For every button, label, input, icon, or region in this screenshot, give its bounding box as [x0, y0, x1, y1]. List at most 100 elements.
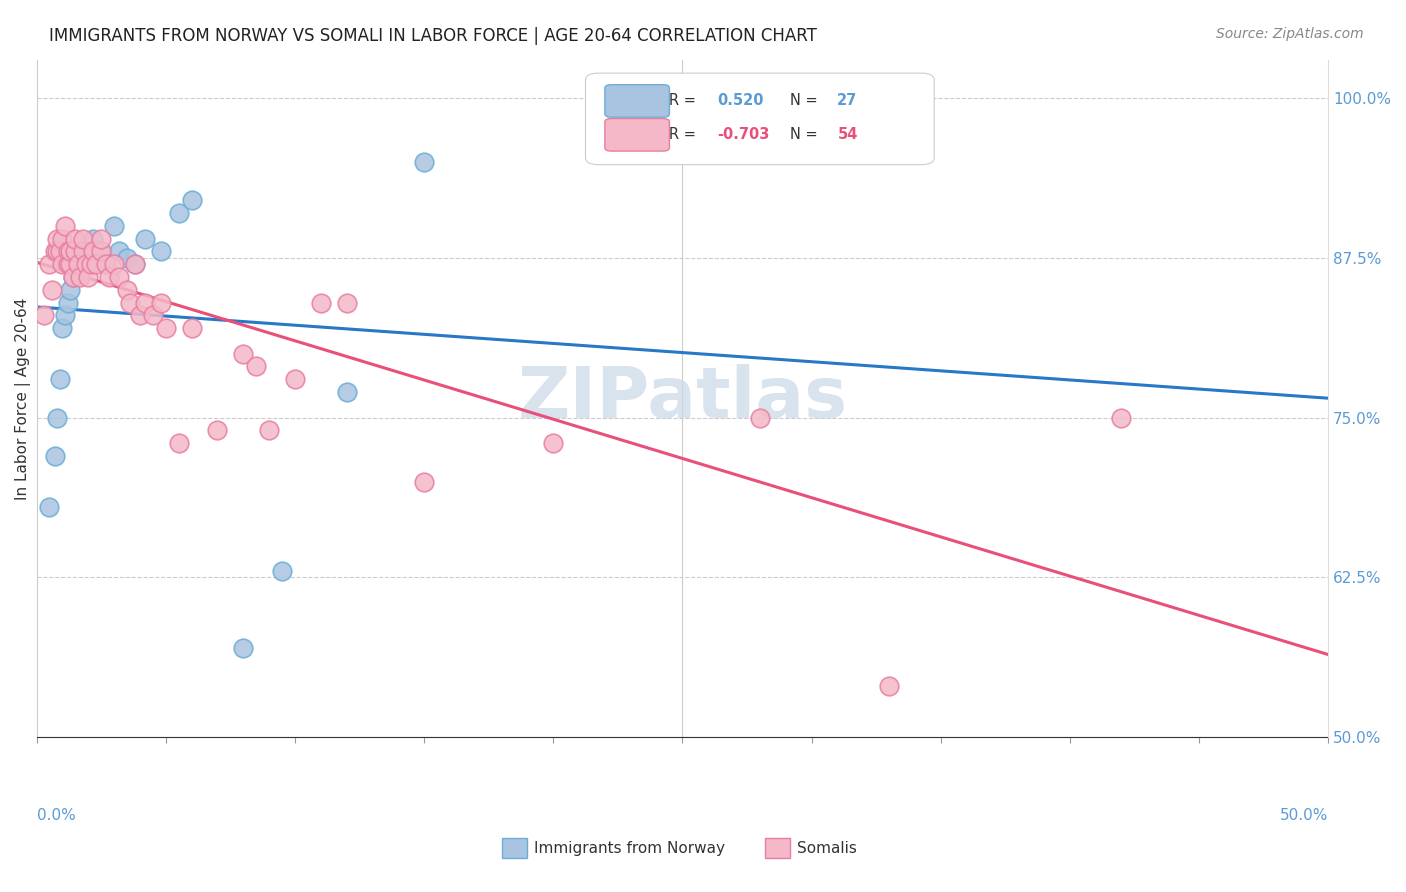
Point — [49, 372, 72, 386]
Y-axis label: In Labor Force | Age 20-64: In Labor Force | Age 20-64 — [15, 297, 31, 500]
Point — [82, 231, 104, 245]
Point — [84, 257, 107, 271]
Point — [207, 423, 229, 437]
Point — [167, 436, 190, 450]
Point — [72, 244, 94, 259]
Point — [115, 283, 138, 297]
Point — [167, 206, 190, 220]
Point — [49, 244, 72, 259]
Point — [335, 295, 357, 310]
Point — [149, 244, 172, 259]
Point — [180, 193, 202, 207]
Point — [97, 269, 120, 284]
Point — [541, 436, 564, 450]
Point — [1111, 410, 1133, 425]
Point — [134, 295, 156, 310]
Point — [90, 231, 112, 245]
Point — [103, 257, 125, 271]
Point — [62, 269, 84, 284]
Point — [284, 372, 307, 386]
Text: 54: 54 — [838, 128, 858, 143]
Point — [38, 257, 60, 271]
Point — [103, 219, 125, 233]
Point — [413, 475, 436, 489]
Point — [44, 449, 66, 463]
Point — [257, 423, 280, 437]
Point — [38, 500, 60, 514]
Point — [118, 295, 141, 310]
Text: Source: ZipAtlas.com: Source: ZipAtlas.com — [1216, 27, 1364, 41]
Point — [413, 154, 436, 169]
Point — [46, 244, 69, 259]
Text: 50.0%: 50.0% — [1279, 807, 1329, 822]
Point — [82, 244, 104, 259]
Text: N =: N = — [790, 128, 821, 143]
Point — [877, 679, 900, 693]
Text: IMMIGRANTS FROM NORWAY VS SOMALI IN LABOR FORCE | AGE 20-64 CORRELATION CHART: IMMIGRANTS FROM NORWAY VS SOMALI IN LABO… — [49, 27, 817, 45]
Text: R =: R = — [669, 94, 702, 109]
Point — [66, 257, 89, 271]
Point — [51, 231, 73, 245]
Text: 27: 27 — [838, 94, 858, 109]
Point — [62, 269, 84, 284]
Text: Immigrants from Norway: Immigrants from Norway — [534, 841, 725, 855]
Point — [748, 410, 770, 425]
Point — [65, 231, 87, 245]
Point — [149, 295, 172, 310]
Bar — [502, 838, 527, 858]
Point — [56, 257, 79, 271]
Point — [271, 564, 294, 578]
Point — [80, 257, 103, 271]
Point — [180, 321, 202, 335]
Point — [108, 269, 131, 284]
Bar — [765, 838, 790, 858]
Point — [75, 257, 97, 271]
Point — [59, 257, 82, 271]
Point — [65, 244, 87, 259]
Point — [69, 257, 91, 271]
FancyBboxPatch shape — [585, 73, 934, 165]
Point — [142, 308, 165, 322]
Point — [46, 410, 69, 425]
Text: 0.0%: 0.0% — [37, 807, 76, 822]
Text: -0.703: -0.703 — [717, 128, 769, 143]
Point — [69, 269, 91, 284]
Point — [51, 257, 73, 271]
Point — [65, 257, 87, 271]
Point — [72, 231, 94, 245]
Point — [232, 640, 254, 655]
Point — [115, 251, 138, 265]
Point — [232, 346, 254, 360]
Point — [309, 295, 332, 310]
FancyBboxPatch shape — [605, 85, 669, 117]
Text: 0.520: 0.520 — [717, 94, 763, 109]
Point — [335, 384, 357, 399]
Point — [44, 244, 66, 259]
Point — [53, 219, 76, 233]
Point — [96, 257, 118, 271]
Point — [77, 269, 100, 284]
Point — [51, 321, 73, 335]
Point — [59, 283, 82, 297]
Point — [108, 244, 131, 259]
Text: Somalis: Somalis — [797, 841, 858, 855]
Point — [41, 283, 63, 297]
Point — [53, 308, 76, 322]
Point — [155, 321, 177, 335]
Point — [90, 244, 112, 259]
FancyBboxPatch shape — [605, 119, 669, 151]
Point — [72, 244, 94, 259]
Point — [34, 308, 56, 322]
Point — [128, 308, 150, 322]
Point — [124, 257, 146, 271]
Point — [59, 244, 82, 259]
Text: N =: N = — [790, 94, 821, 109]
Point — [245, 359, 267, 374]
Point — [46, 231, 69, 245]
Point — [77, 244, 100, 259]
Point — [56, 295, 79, 310]
Point — [90, 244, 112, 259]
Point — [56, 244, 79, 259]
Point — [134, 231, 156, 245]
Text: R =: R = — [669, 128, 702, 143]
